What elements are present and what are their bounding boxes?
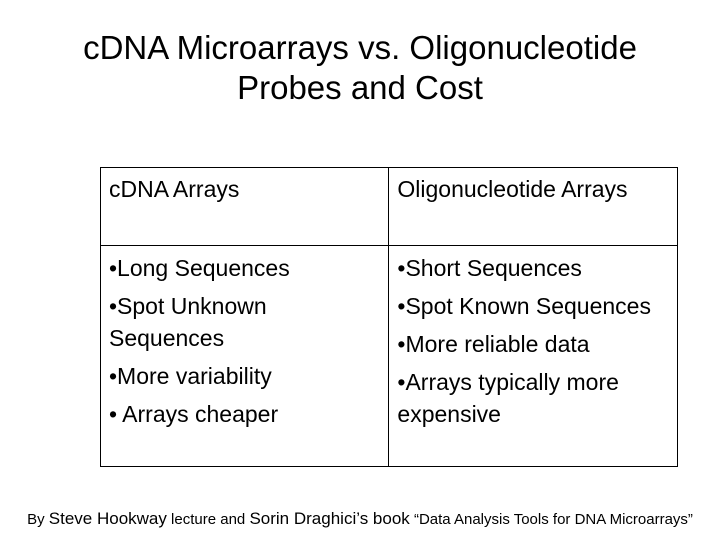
credit-mid: lecture and xyxy=(166,511,250,528)
list-item: • Arrays cheaper xyxy=(109,401,279,427)
header-oligonucleotide-arrays: Oligonucleotide Arrays xyxy=(388,167,678,246)
slide-title: cDNA Microarrays vs. Oligonucleotide Pro… xyxy=(0,28,720,108)
title-line-1: cDNA Microarrays vs. Oligonucleotide xyxy=(83,29,637,66)
table-body-row: •Long Sequences •Spot Unknown Sequences … xyxy=(99,245,678,467)
credit-author-hookway: Steve Hookway xyxy=(48,509,167,528)
cdna-features-cell: •Long Sequences •Spot Unknown Sequences … xyxy=(99,245,390,467)
list-item: •More variability xyxy=(109,363,272,389)
list-item: •Short Sequences xyxy=(397,255,582,281)
table-header-row: cDNA Arrays Oligonucleotide Arrays xyxy=(99,167,678,246)
source-credit: By Steve Hookway lecture and Sorin Dragh… xyxy=(0,509,720,530)
list-item: •Long Sequences xyxy=(109,255,290,281)
list-item: •Spot Unknown Sequences xyxy=(109,293,267,351)
oligo-features-cell: •Short Sequences •Spot Known Sequences •… xyxy=(388,245,678,467)
credit-by: By xyxy=(27,511,49,528)
list-item: •Spot Known Sequences xyxy=(397,293,651,319)
credit-book-title: “Data Analysis Tools for DNA Microarrays… xyxy=(409,511,693,528)
list-item: •More reliable data xyxy=(397,331,590,357)
header-cdna-arrays: cDNA Arrays xyxy=(99,167,390,246)
comparison-table: cDNA Arrays Oligonucleotide Arrays •Long… xyxy=(99,167,678,467)
credit-author-draghici: Sorin Draghici’s book xyxy=(249,509,410,528)
list-item: •Arrays typically more expensive xyxy=(397,369,619,427)
title-line-2: Probes and Cost xyxy=(237,69,483,106)
